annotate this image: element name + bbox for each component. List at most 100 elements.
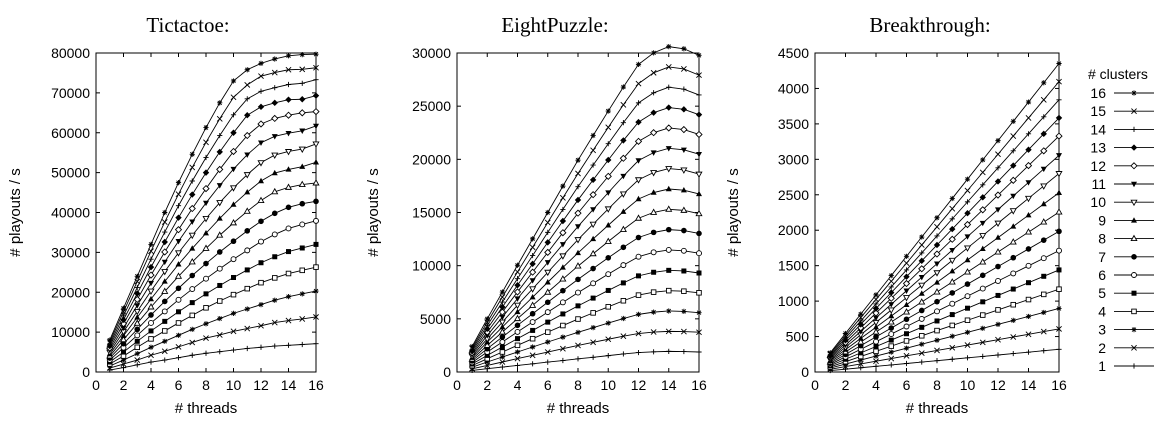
data-point	[1024, 228, 1033, 235]
data-point	[919, 333, 925, 339]
data-point	[666, 348, 672, 354]
data-point	[620, 280, 626, 286]
data-point	[134, 326, 141, 333]
data-point	[949, 312, 955, 318]
data-point	[980, 182, 986, 188]
data-point	[148, 328, 154, 334]
series-line	[109, 343, 317, 371]
data-point	[189, 164, 196, 171]
data-point	[134, 338, 140, 344]
data-point	[665, 64, 672, 70]
data-point	[619, 154, 628, 162]
series-line	[471, 269, 700, 365]
data-point	[888, 289, 895, 296]
data-point	[258, 344, 264, 350]
x-tick-label: 14	[1021, 377, 1037, 393]
data-point	[979, 272, 986, 279]
data-point	[948, 235, 956, 243]
data-point	[148, 312, 154, 318]
data-point	[1056, 247, 1062, 254]
data-point	[148, 256, 154, 262]
data-point	[620, 315, 626, 322]
data-point	[934, 233, 940, 239]
y-tick-label: 3000	[778, 151, 809, 167]
data-point	[499, 364, 505, 370]
data-point	[590, 265, 596, 272]
data-point	[979, 285, 986, 292]
data-point	[695, 171, 703, 179]
data-point	[681, 288, 687, 294]
data-point	[284, 183, 293, 190]
data-point	[635, 80, 642, 87]
series-7	[469, 226, 702, 364]
data-point	[147, 271, 155, 279]
data-point	[650, 329, 657, 335]
series-11	[827, 153, 1062, 362]
data-point	[484, 352, 490, 358]
data-point	[134, 332, 141, 339]
series-8	[826, 208, 1063, 365]
data-point	[121, 349, 126, 355]
data-point	[515, 336, 520, 342]
data-point	[484, 316, 490, 322]
data-point	[499, 314, 506, 321]
y-tick-label: 25000	[412, 98, 451, 114]
series-line	[109, 316, 317, 369]
data-point	[499, 354, 505, 360]
data-point	[148, 336, 154, 342]
data-point	[994, 248, 1002, 255]
data-point	[529, 352, 536, 359]
series-6	[827, 247, 1062, 368]
data-point	[203, 124, 209, 131]
data-point	[133, 308, 141, 316]
chart-title: Breakthrough:	[869, 13, 990, 37]
data-point	[964, 176, 971, 182]
data-point	[161, 348, 168, 355]
data-point	[203, 305, 209, 311]
data-point	[873, 343, 879, 349]
data-point	[189, 272, 196, 279]
data-point	[175, 261, 182, 267]
data-point	[949, 195, 955, 202]
data-point	[1025, 296, 1032, 303]
legend-marker	[1131, 108, 1137, 115]
data-point	[559, 275, 567, 282]
data-point	[148, 320, 154, 326]
data-point	[189, 245, 196, 251]
data-point	[872, 309, 880, 317]
legend-entry-10: 10	[1090, 194, 1154, 210]
x-tick-label: 10	[226, 377, 242, 393]
data-point	[918, 265, 926, 273]
data-point	[271, 319, 278, 326]
data-point	[918, 242, 925, 248]
data-point	[619, 191, 627, 198]
data-point	[244, 325, 251, 332]
data-point	[650, 289, 657, 295]
y-tick-label: 1500	[778, 258, 809, 274]
data-point	[175, 285, 182, 292]
data-point	[299, 163, 306, 169]
data-point	[589, 221, 597, 229]
x-tick-label: 16	[1051, 377, 1067, 393]
data-point	[873, 358, 879, 365]
data-point	[299, 341, 305, 348]
data-point	[858, 318, 864, 324]
legend-entry-12: 12	[1090, 158, 1154, 174]
data-point	[933, 288, 941, 295]
data-point	[161, 278, 168, 284]
data-point	[888, 272, 894, 279]
data-point	[965, 305, 970, 311]
data-point	[545, 329, 551, 335]
series-9	[827, 189, 1062, 363]
series-line	[109, 200, 317, 359]
data-point	[243, 172, 251, 179]
series-line	[830, 269, 1060, 367]
data-point	[934, 358, 940, 364]
data-point	[175, 239, 182, 245]
data-point	[635, 349, 642, 356]
series-line	[829, 173, 1060, 360]
data-point	[499, 323, 506, 330]
data-point	[483, 341, 491, 348]
data-point	[484, 325, 491, 333]
data-point	[933, 250, 941, 258]
